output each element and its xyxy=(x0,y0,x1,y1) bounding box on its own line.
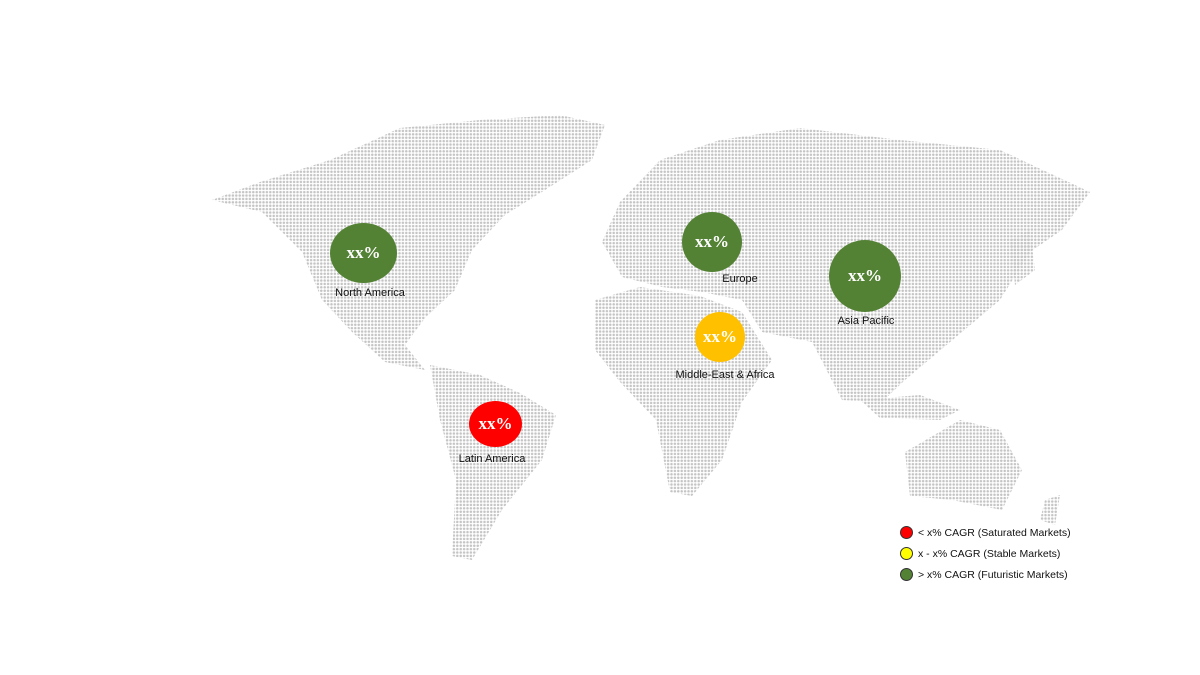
north-america-landmass xyxy=(212,115,605,370)
indonesia-landmass xyxy=(860,395,960,420)
africa-landmass xyxy=(595,287,772,496)
region-bubble-latin-america: xx% xyxy=(469,401,522,447)
region-label-asia-pacific: Asia Pacific xyxy=(837,315,895,327)
region-value: xx% xyxy=(346,243,381,262)
region-bubble-north-america: xx% xyxy=(330,223,397,283)
legend-label: x - x% CAGR (Stable Markets) xyxy=(918,547,1061,560)
legend-label: > x% CAGR (Futuristic Markets) xyxy=(918,568,1068,581)
south-america-landmass xyxy=(430,365,556,560)
region-bubble-europe: xx% xyxy=(682,212,742,272)
region-value: xx% xyxy=(703,327,737,346)
legend-item-saturated: < x% CAGR (Saturated Markets) xyxy=(900,522,1071,543)
region-label-north-america: North America xyxy=(335,287,405,299)
legend-label: < x% CAGR (Saturated Markets) xyxy=(918,526,1071,539)
region-label-europe: Europe xyxy=(722,273,758,285)
red-dot-icon xyxy=(900,526,913,539)
region-value: xx% xyxy=(848,266,882,285)
region-value: xx% xyxy=(695,232,729,251)
region-label-middle-east-africa: Middle-East & Africa xyxy=(675,369,775,381)
region-label-latin-america: Latin America xyxy=(458,453,526,465)
region-bubble-asia-pacific: xx% xyxy=(829,240,901,312)
yellow-dot-icon xyxy=(900,547,913,560)
legend-item-futuristic: > x% CAGR (Futuristic Markets) xyxy=(900,564,1071,585)
green-dot-icon xyxy=(900,568,913,581)
new-zealand-landmass xyxy=(1040,495,1060,525)
japan-landmass xyxy=(1010,230,1035,285)
legend: < x% CAGR (Saturated Markets) x - x% CAG… xyxy=(900,522,1071,585)
australia-landmass xyxy=(905,420,1022,510)
legend-item-stable: x - x% CAGR (Stable Markets) xyxy=(900,543,1071,564)
region-value: xx% xyxy=(478,414,513,433)
region-bubble-middle-east-africa: xx% xyxy=(695,312,745,362)
